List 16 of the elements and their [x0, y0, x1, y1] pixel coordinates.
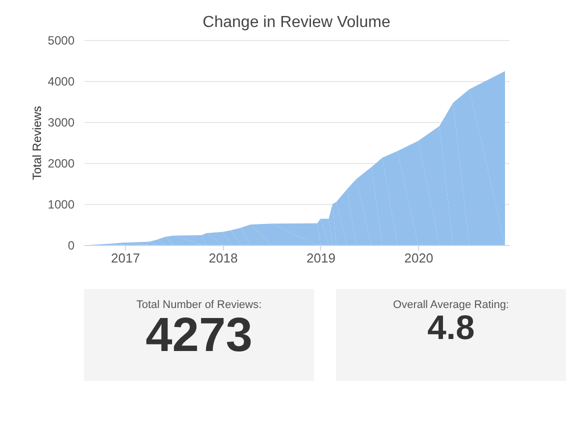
y-tick-label: 2000	[48, 156, 75, 170]
y-tick-label: 5000	[48, 34, 75, 48]
y-tick-label: 3000	[48, 116, 75, 130]
y-axis-title: Total Reviews	[30, 106, 44, 180]
data-label: 4273	[146, 309, 252, 362]
y-tick-label: 1000	[48, 198, 75, 212]
x-tick-label: 2020	[404, 250, 434, 266]
chart-title: Change in Review Volume	[202, 14, 390, 31]
y-tick-label: 0	[68, 238, 75, 252]
x-tick-label: 2019	[306, 250, 336, 266]
x-tick-label: 2017	[111, 250, 140, 266]
text: Overall Average Rating:	[393, 299, 509, 311]
text: Total Number of Reviews:	[136, 299, 262, 311]
data-label: 4.8	[427, 309, 475, 347]
y-tick-label: 4000	[48, 74, 75, 88]
x-tick-label: 2018	[208, 250, 238, 266]
